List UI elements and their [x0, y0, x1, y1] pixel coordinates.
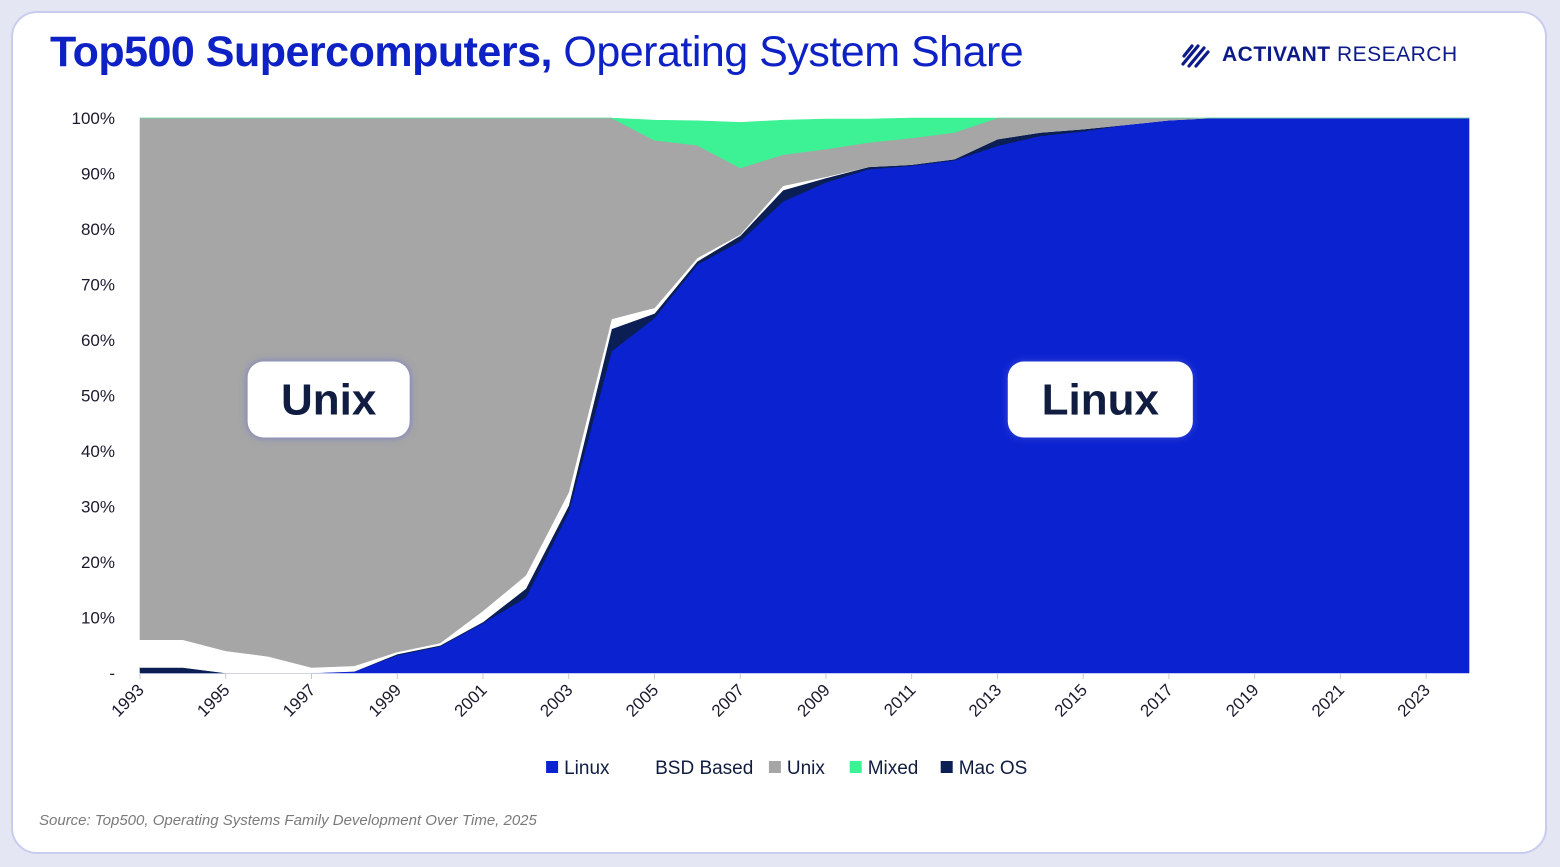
x-tick-label: 1995 [193, 680, 233, 720]
x-tick-label: 2013 [965, 680, 1005, 720]
x-tick-label: 2019 [1222, 680, 1262, 720]
y-tick-label: 60% [81, 331, 115, 350]
legend-item-unix: Unix [768, 758, 826, 779]
x-tick-label: 2005 [622, 680, 662, 720]
legend-swatch [546, 761, 559, 773]
legend: Linux BSD Based Unix Mixed Mac OS [546, 758, 1027, 779]
legend-swatch [849, 761, 862, 773]
y-tick-label: 80% [81, 220, 115, 239]
x-tick-label: 1997 [279, 680, 319, 720]
y-tick-label: 20% [81, 553, 115, 572]
chart-title-regular: Operating System Share [551, 28, 1024, 76]
legend-label: Unix [787, 758, 826, 779]
activant-stripes-icon [1181, 44, 1210, 68]
annotation-label: Linux [1042, 376, 1160, 425]
annotation-box [1007, 361, 1193, 438]
annotations: Unix Linux [247, 361, 1193, 438]
x-tick-label: 2017 [1137, 680, 1177, 720]
legend-swatch [637, 761, 650, 773]
y-tick-label: 50% [81, 387, 115, 406]
legend-item-bsd-based: BSD Based [637, 758, 753, 779]
x-tick-label: 1993 [108, 680, 148, 720]
plot-area [139, 117, 1470, 674]
source-note: Source: Top500, Operating Systems Family… [39, 812, 537, 829]
legend-label: BSD Based [655, 758, 753, 779]
annotation-label: Unix [281, 376, 377, 425]
legend-item-mixed: Mixed [849, 758, 919, 779]
legend-item-linux: Linux [546, 758, 610, 779]
brand-logo: ACTIVANT RESEARCH [1180, 40, 1458, 70]
x-tick-label: 2021 [1308, 680, 1348, 720]
brand-name-regular: RESEARCH [1330, 43, 1458, 66]
annotation-box [247, 361, 410, 438]
x-tick-label: 2009 [794, 680, 834, 720]
legend-item-mac-os: Mac OS [940, 758, 1028, 779]
legend-label: Mac OS [959, 758, 1028, 779]
legend-swatch [768, 761, 781, 773]
x-tick-label: 2015 [1051, 680, 1091, 720]
y-tick-label: 70% [81, 276, 115, 295]
x-axis: 1993 1995 1997 1999 2001 2003 2005 2007 2009 2011… [108, 673, 1434, 721]
y-axis: - 10% 20% 30% 40% 50% 60% 70% 80% 90% 100% [72, 109, 115, 683]
x-tick-label: 1999 [365, 680, 405, 720]
brand-name-bold: ACTIVANT [1222, 43, 1331, 66]
x-tick-label: 2003 [536, 680, 576, 720]
x-tick-label: 2007 [708, 680, 748, 720]
y-tick-label: 100% [72, 109, 115, 128]
legend-label: Linux [564, 758, 610, 779]
chart-title: Top500 Supercomputers, Operating System … [50, 28, 1024, 77]
legend-swatch [940, 761, 953, 773]
area-mixed [140, 117, 1469, 169]
annotation-unix: Unix [247, 361, 410, 438]
y-tick-label: 40% [81, 442, 115, 461]
annotation-linux: Linux [1007, 361, 1193, 438]
y-tick-label: 30% [81, 498, 115, 517]
x-tick-label: 2023 [1394, 680, 1434, 720]
legend-label: Mixed [868, 758, 919, 779]
brand-name: ACTIVANT RESEARCH [1222, 43, 1458, 67]
y-tick-label: 90% [81, 165, 115, 184]
y-tick-label: - [109, 664, 115, 683]
chart-title-bold: Top500 Supercomputers, [50, 28, 552, 76]
x-tick-label: 2011 [880, 680, 919, 719]
y-tick-label: 10% [81, 609, 115, 628]
x-tick-label: 2001 [451, 680, 491, 720]
